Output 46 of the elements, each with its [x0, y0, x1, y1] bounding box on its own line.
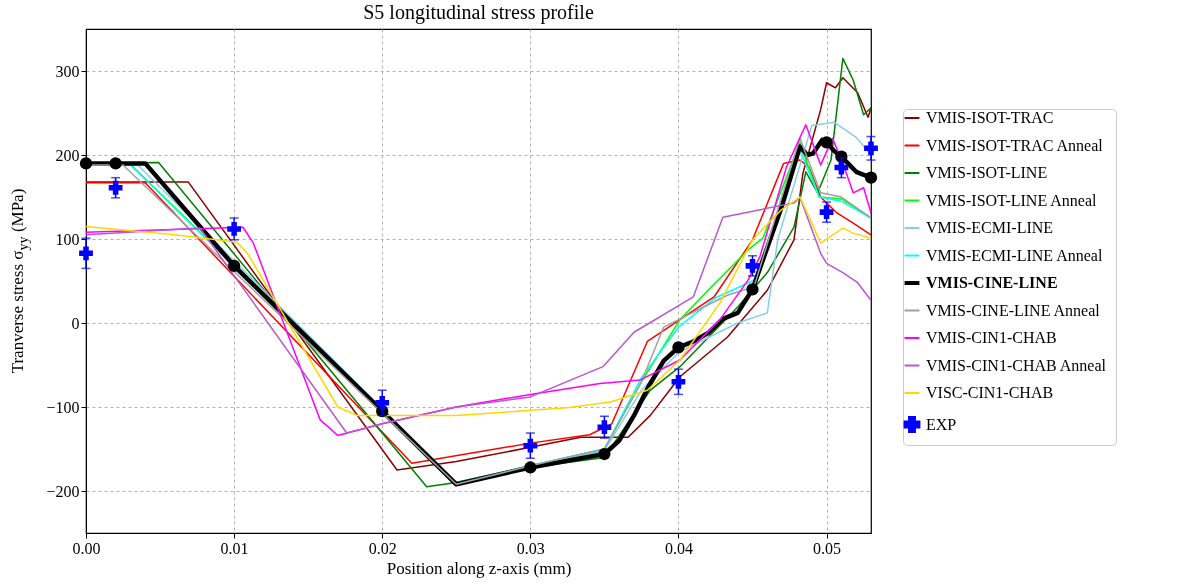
x-tick-label: 0.02: [368, 539, 397, 557]
point: [745, 258, 760, 273]
point: [109, 157, 122, 170]
point: [834, 160, 849, 175]
point: [524, 461, 537, 474]
point: [523, 438, 538, 453]
point: [79, 157, 93, 170]
point: [746, 283, 759, 296]
point: [820, 136, 833, 149]
y-tick-label: 300: [55, 62, 80, 80]
point: [864, 141, 878, 156]
y-tick-label: −200: [46, 482, 80, 500]
x-tick-label: 0.00: [72, 539, 101, 557]
chart-title: S5 longitudinal stress profile: [363, 1, 594, 24]
y-tick-label: 100: [55, 230, 80, 248]
legend-label: VMIS-ISOT-LINE: [926, 164, 1048, 181]
legend-label: VMIS-ISOT-LINE Anneal: [926, 191, 1098, 209]
point: [819, 205, 834, 220]
point: [79, 246, 93, 261]
legend-label: VMIS-CINE-LINE Anneal: [926, 301, 1101, 319]
point: [672, 341, 685, 354]
legend-label: VMIS-ECMI-LINE Anneal: [926, 246, 1103, 264]
point: [227, 222, 242, 236]
point: [864, 171, 878, 184]
point: [108, 180, 123, 195]
point: [598, 447, 611, 461]
legend-label: VMIS-CIN1-CHAB: [926, 329, 1057, 346]
legend-label: VMIS-ISOT-TRAC: [926, 109, 1054, 126]
legend-label: EXP: [926, 415, 957, 433]
point: [375, 395, 390, 410]
legend-label: VMIS-CINE-LINE: [926, 274, 1058, 291]
x-tick-label: 0.01: [220, 539, 249, 557]
point: [227, 259, 241, 272]
legend-label: VMIS-ISOT-TRAC Anneal: [926, 136, 1104, 154]
x-tick-label: 0.04: [664, 539, 693, 557]
point: [671, 374, 686, 389]
x-tick-label: 0.03: [516, 539, 545, 557]
legend-label: VMIS-CIN1-CHAB Anneal: [926, 356, 1107, 374]
x-tick-label: 0.05: [813, 539, 842, 557]
x-axis-title: Position along z-axis (mm): [386, 558, 572, 578]
y-tick-label: 0: [71, 314, 80, 332]
legend-label: VISC-CIN1-CHAB: [926, 384, 1054, 401]
y-tick-label: 200: [55, 146, 80, 164]
legend-label: VMIS-ECMI-LINE: [926, 219, 1054, 236]
y-tick-label: −100: [46, 398, 80, 416]
point: [597, 420, 612, 435]
